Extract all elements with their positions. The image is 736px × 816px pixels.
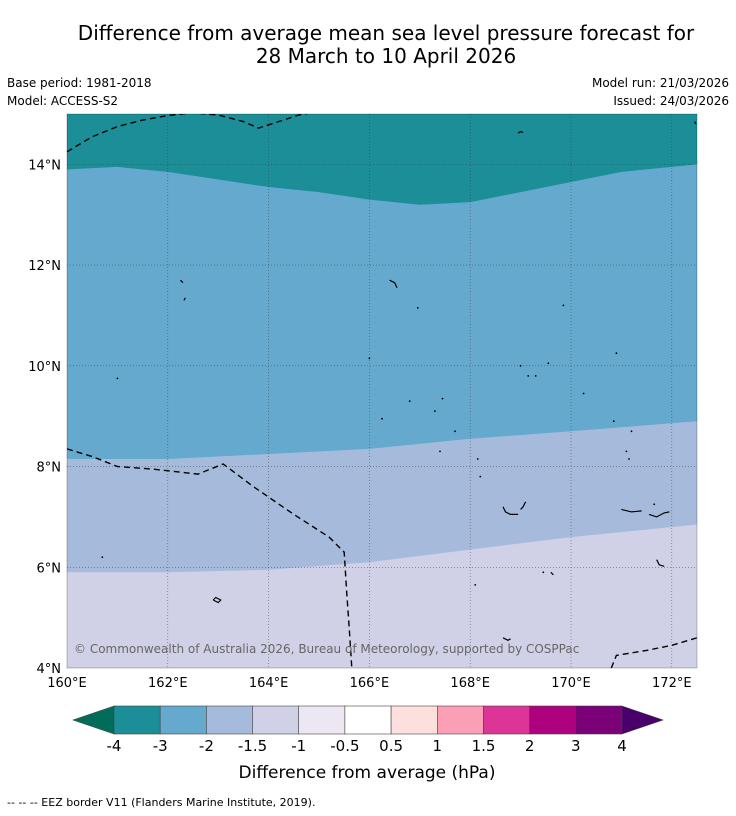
colorbar-tick-label: -0.5: [330, 737, 359, 755]
colorbar-legend: -4 -3 -2 -1.5 -1 -0.5 0.5 1 1.5 2 3 4: [72, 705, 664, 755]
island-outline: [183, 297, 186, 301]
eez-border: [67, 448, 353, 668]
map-clip-group: [67, 114, 697, 668]
island-dot: [628, 458, 630, 460]
island-dot: [416, 307, 419, 309]
meta-right: Model run: 21/03/2026 Issued: 24/03/2026: [592, 74, 729, 110]
island-outline: [550, 571, 554, 576]
island-dot: [612, 420, 615, 423]
plot-frame: [66, 113, 698, 669]
x-tick-label: 168°E: [450, 676, 490, 691]
y-tick-label: 14°N: [28, 158, 61, 173]
island-dot: [653, 503, 656, 506]
model-run: Model run: 21/03/2026: [591, 76, 729, 90]
y-tick-label: 12°N: [28, 259, 61, 274]
colorbar-tick-label: -2: [199, 737, 214, 755]
island-dot: [116, 377, 119, 380]
eez-border: [610, 637, 697, 668]
colorbar-tick-label: 2: [525, 737, 535, 755]
x-tick-label: 160°E: [47, 676, 87, 691]
x-tick-label: 166°E: [350, 676, 390, 691]
island-dot: [582, 392, 585, 395]
island-outline: [621, 508, 642, 513]
colorbar-extend-low: [72, 705, 115, 735]
title-line-2: 28 March to 10 April 2026: [255, 44, 517, 68]
colorbar-swatch: [483, 705, 531, 735]
colorbar-title: Difference from average (hPa): [239, 763, 496, 783]
island-dot: [542, 571, 545, 574]
island-dot: [439, 450, 441, 453]
island-dot: [534, 375, 537, 377]
copyright-notice: © Commonwealth of Australia 2026, Bureau…: [74, 642, 579, 656]
colorbar-swatch: [529, 705, 577, 735]
island-dot: [562, 304, 565, 307]
colorbar-swatch: [390, 705, 438, 735]
colorbar-swatch: [113, 705, 161, 735]
island-dot: [101, 556, 104, 559]
colorbar-swatch: [252, 705, 300, 735]
island-outline: [656, 559, 665, 567]
eez-border: [67, 114, 309, 153]
island-dot: [630, 430, 633, 433]
colorbar-swatch: [436, 705, 484, 735]
x-tick-label: 170°E: [551, 676, 591, 691]
issued-date: Issued: 24/03/2026: [613, 94, 729, 108]
island-outline: [212, 596, 222, 604]
colorbar-tick-label: -4: [107, 737, 122, 755]
x-tick-label: 162°E: [148, 676, 188, 691]
island-dot: [368, 357, 371, 360]
island-outline: [502, 637, 511, 641]
island-outline: [502, 506, 519, 515]
zone--1.5-to-1: [67, 524, 697, 668]
colorbar-swatch: [159, 705, 207, 735]
island-outline: [648, 511, 670, 518]
island-outline: [179, 279, 184, 284]
y-tick-label: 8°N: [37, 461, 62, 476]
title-line-1: Difference from average mean sea level p…: [77, 21, 695, 45]
island-dot: [434, 410, 436, 412]
y-tick-label: 6°N: [37, 561, 62, 576]
island-outline: [693, 121, 697, 125]
colorbar-tick-label: -1.5: [238, 737, 267, 755]
island-dot: [441, 397, 444, 400]
map-plot-area: [66, 113, 698, 669]
model-name: Model: ACCESS-S2: [7, 94, 119, 108]
colorbar-tick-label: 1.5: [472, 737, 496, 755]
island-outline: [389, 279, 398, 289]
island-dot: [625, 450, 628, 453]
colorbar-tick-label: 1: [433, 737, 443, 755]
map-title: Difference from average mean sea level p…: [0, 22, 736, 68]
island-dot: [381, 417, 383, 420]
island-dot: [474, 584, 477, 586]
island-dot: [476, 458, 479, 460]
island-dot: [519, 364, 522, 367]
eez-footnote: -- -- -- EEZ border V11 (Flanders Marine…: [7, 796, 316, 809]
colorbar-extend-high: [621, 705, 664, 735]
colorbar-swatch: [206, 705, 253, 735]
colorbar-tick-label: 0.5: [379, 737, 403, 755]
meta-left: Base period: 1981-2018 Model: ACCESS-S2: [7, 74, 152, 110]
colorbar-tick-label: 3: [571, 737, 581, 755]
colorbar-tick-label: -1: [291, 737, 306, 755]
base-period: Base period: 1981-2018: [7, 76, 152, 90]
island-outline: [520, 501, 527, 510]
colorbar-tick-label: 4: [617, 737, 627, 755]
colorbar-tick-label: -3: [153, 737, 168, 755]
island-dot: [527, 375, 530, 377]
island-dot: [454, 430, 456, 433]
x-tick-label: 172°E: [652, 676, 692, 691]
island-outline: [517, 130, 524, 134]
y-tick-label: 4°N: [37, 662, 62, 677]
island-dot: [547, 362, 550, 365]
island-dot: [408, 400, 411, 402]
map-axes: 160°E 162°E 164°E 166°E 168°E 170°E 172°E 4°N 6°…: [28, 158, 691, 691]
x-tick-label: 164°E: [249, 676, 289, 691]
island-dot: [479, 475, 482, 478]
colorbar-swatch: [575, 705, 623, 735]
colorbar-swatch: [344, 705, 392, 735]
island-dot: [615, 352, 618, 355]
y-tick-label: 10°N: [28, 360, 61, 375]
colorbar-swatch: [298, 705, 346, 735]
